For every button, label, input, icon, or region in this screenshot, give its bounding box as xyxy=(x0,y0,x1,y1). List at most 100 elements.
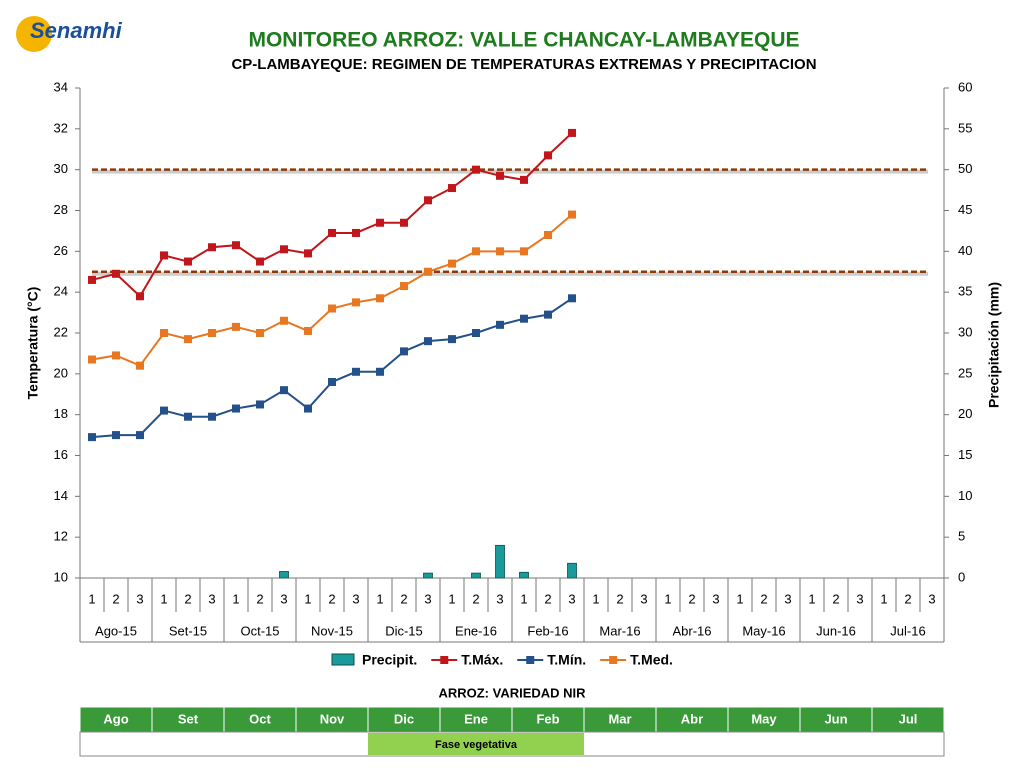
x-tick-label: 2 xyxy=(688,591,695,606)
x-group-label: Set-15 xyxy=(169,623,207,638)
y-tick-label: 24 xyxy=(54,284,68,299)
logo-sun xyxy=(16,16,52,52)
y2-tick-label: 25 xyxy=(958,365,972,380)
x-tick-label: 3 xyxy=(712,591,719,606)
x-group-label: Ago-15 xyxy=(95,623,137,638)
x-tick-label: 3 xyxy=(856,591,863,606)
y-tick-label: 30 xyxy=(54,161,68,176)
x-tick-label: 3 xyxy=(496,591,503,606)
x-tick-label: 2 xyxy=(184,591,191,606)
month-cell xyxy=(583,706,657,733)
y-tick-label: 26 xyxy=(54,243,68,258)
legend-swatch-marker xyxy=(526,656,535,664)
x-tick-label: 2 xyxy=(760,591,767,606)
x-tick-label: 1 xyxy=(808,591,815,606)
series-marker xyxy=(256,400,264,409)
month-label: Jun xyxy=(824,711,847,726)
x-tick-label: 3 xyxy=(352,591,359,606)
x-tick-label: 1 xyxy=(232,591,239,606)
series-marker xyxy=(424,267,432,276)
series-marker xyxy=(208,329,216,337)
x-group-label: Dic-15 xyxy=(385,623,423,638)
month-label: Mar xyxy=(608,711,631,726)
series-marker xyxy=(472,329,480,337)
legend-swatch-marker xyxy=(440,656,449,664)
month-label: May xyxy=(751,711,777,726)
y2-tick-label: 10 xyxy=(958,488,972,503)
x-tick-label: 1 xyxy=(160,591,167,606)
x-tick-label: 1 xyxy=(592,591,599,606)
legend-swatch-marker xyxy=(609,656,618,664)
x-tick-label: 3 xyxy=(640,591,647,606)
y-tick-label: 12 xyxy=(54,529,68,544)
series-marker xyxy=(400,282,408,291)
y2-tick-label: 35 xyxy=(958,284,972,299)
series-marker xyxy=(376,218,384,227)
month-cell xyxy=(151,706,225,733)
logo: Senamhi xyxy=(16,16,123,52)
series-marker xyxy=(304,326,312,335)
series-marker xyxy=(376,367,384,376)
precip-bar xyxy=(519,571,529,579)
x-tick-label: 1 xyxy=(880,591,887,606)
x-tick-label: 3 xyxy=(424,591,431,606)
month-label: Nov xyxy=(320,711,345,726)
legend-swatch xyxy=(331,653,355,666)
series-marker xyxy=(544,310,552,319)
y2-tick-label: 0 xyxy=(958,569,965,584)
month-cell xyxy=(295,706,369,733)
series-marker xyxy=(520,175,528,184)
month-cell xyxy=(79,706,153,733)
series-marker xyxy=(400,218,408,227)
y2-tick-label: 45 xyxy=(958,202,972,217)
series-marker xyxy=(328,378,336,386)
x-tick-label: 3 xyxy=(280,591,287,606)
y-tick-label: 34 xyxy=(54,79,68,94)
y2-tick-label: 60 xyxy=(958,79,972,94)
x-group-label: Feb-16 xyxy=(527,623,568,638)
x-group-label: Ene-16 xyxy=(455,623,497,638)
x-tick-label: 2 xyxy=(400,591,407,606)
series-marker xyxy=(112,269,120,278)
x-tick-label: 3 xyxy=(208,591,215,606)
x-tick-label: 3 xyxy=(568,591,575,606)
month-cell xyxy=(367,706,441,733)
series-marker xyxy=(304,249,312,258)
y-tick-label: 20 xyxy=(54,365,68,380)
series-marker xyxy=(424,337,432,346)
series-marker xyxy=(136,292,144,301)
x-group-label: Abr-16 xyxy=(672,623,711,638)
month-cell xyxy=(439,706,513,733)
series-marker xyxy=(280,316,288,325)
x-tick-label: 1 xyxy=(448,591,455,606)
series-marker xyxy=(208,243,216,252)
series-marker xyxy=(496,247,504,256)
month-label: Ene xyxy=(464,711,488,726)
precip-bar xyxy=(279,571,289,579)
y2-tick-label: 30 xyxy=(958,324,972,339)
series-marker xyxy=(472,247,480,256)
x-tick-label: 1 xyxy=(376,591,383,606)
y2-axis-label: Precipitación (mm) xyxy=(986,282,1002,408)
series-marker xyxy=(136,361,144,370)
month-cell xyxy=(655,706,729,733)
y-tick-label: 14 xyxy=(54,488,68,503)
series-marker xyxy=(568,128,576,137)
series-marker xyxy=(352,367,360,376)
series-marker xyxy=(160,406,168,415)
month-label: Jul xyxy=(899,711,918,726)
series-marker xyxy=(376,294,384,303)
precip-bar xyxy=(423,572,433,579)
x-group-label: Jun-16 xyxy=(816,623,856,638)
phase-label: Fase vegetativa xyxy=(435,739,518,751)
series-marker xyxy=(424,196,432,205)
x-tick-label: 2 xyxy=(328,591,335,606)
x-tick-label: 2 xyxy=(544,591,551,606)
x-tick-label: 3 xyxy=(784,591,791,606)
series-line xyxy=(91,297,573,439)
y2-tick-label: 50 xyxy=(958,161,972,176)
y2-tick-label: 20 xyxy=(958,406,972,421)
month-label: Dic xyxy=(394,711,414,726)
y-tick-label: 16 xyxy=(54,447,68,462)
month-label: Abr xyxy=(681,711,703,726)
